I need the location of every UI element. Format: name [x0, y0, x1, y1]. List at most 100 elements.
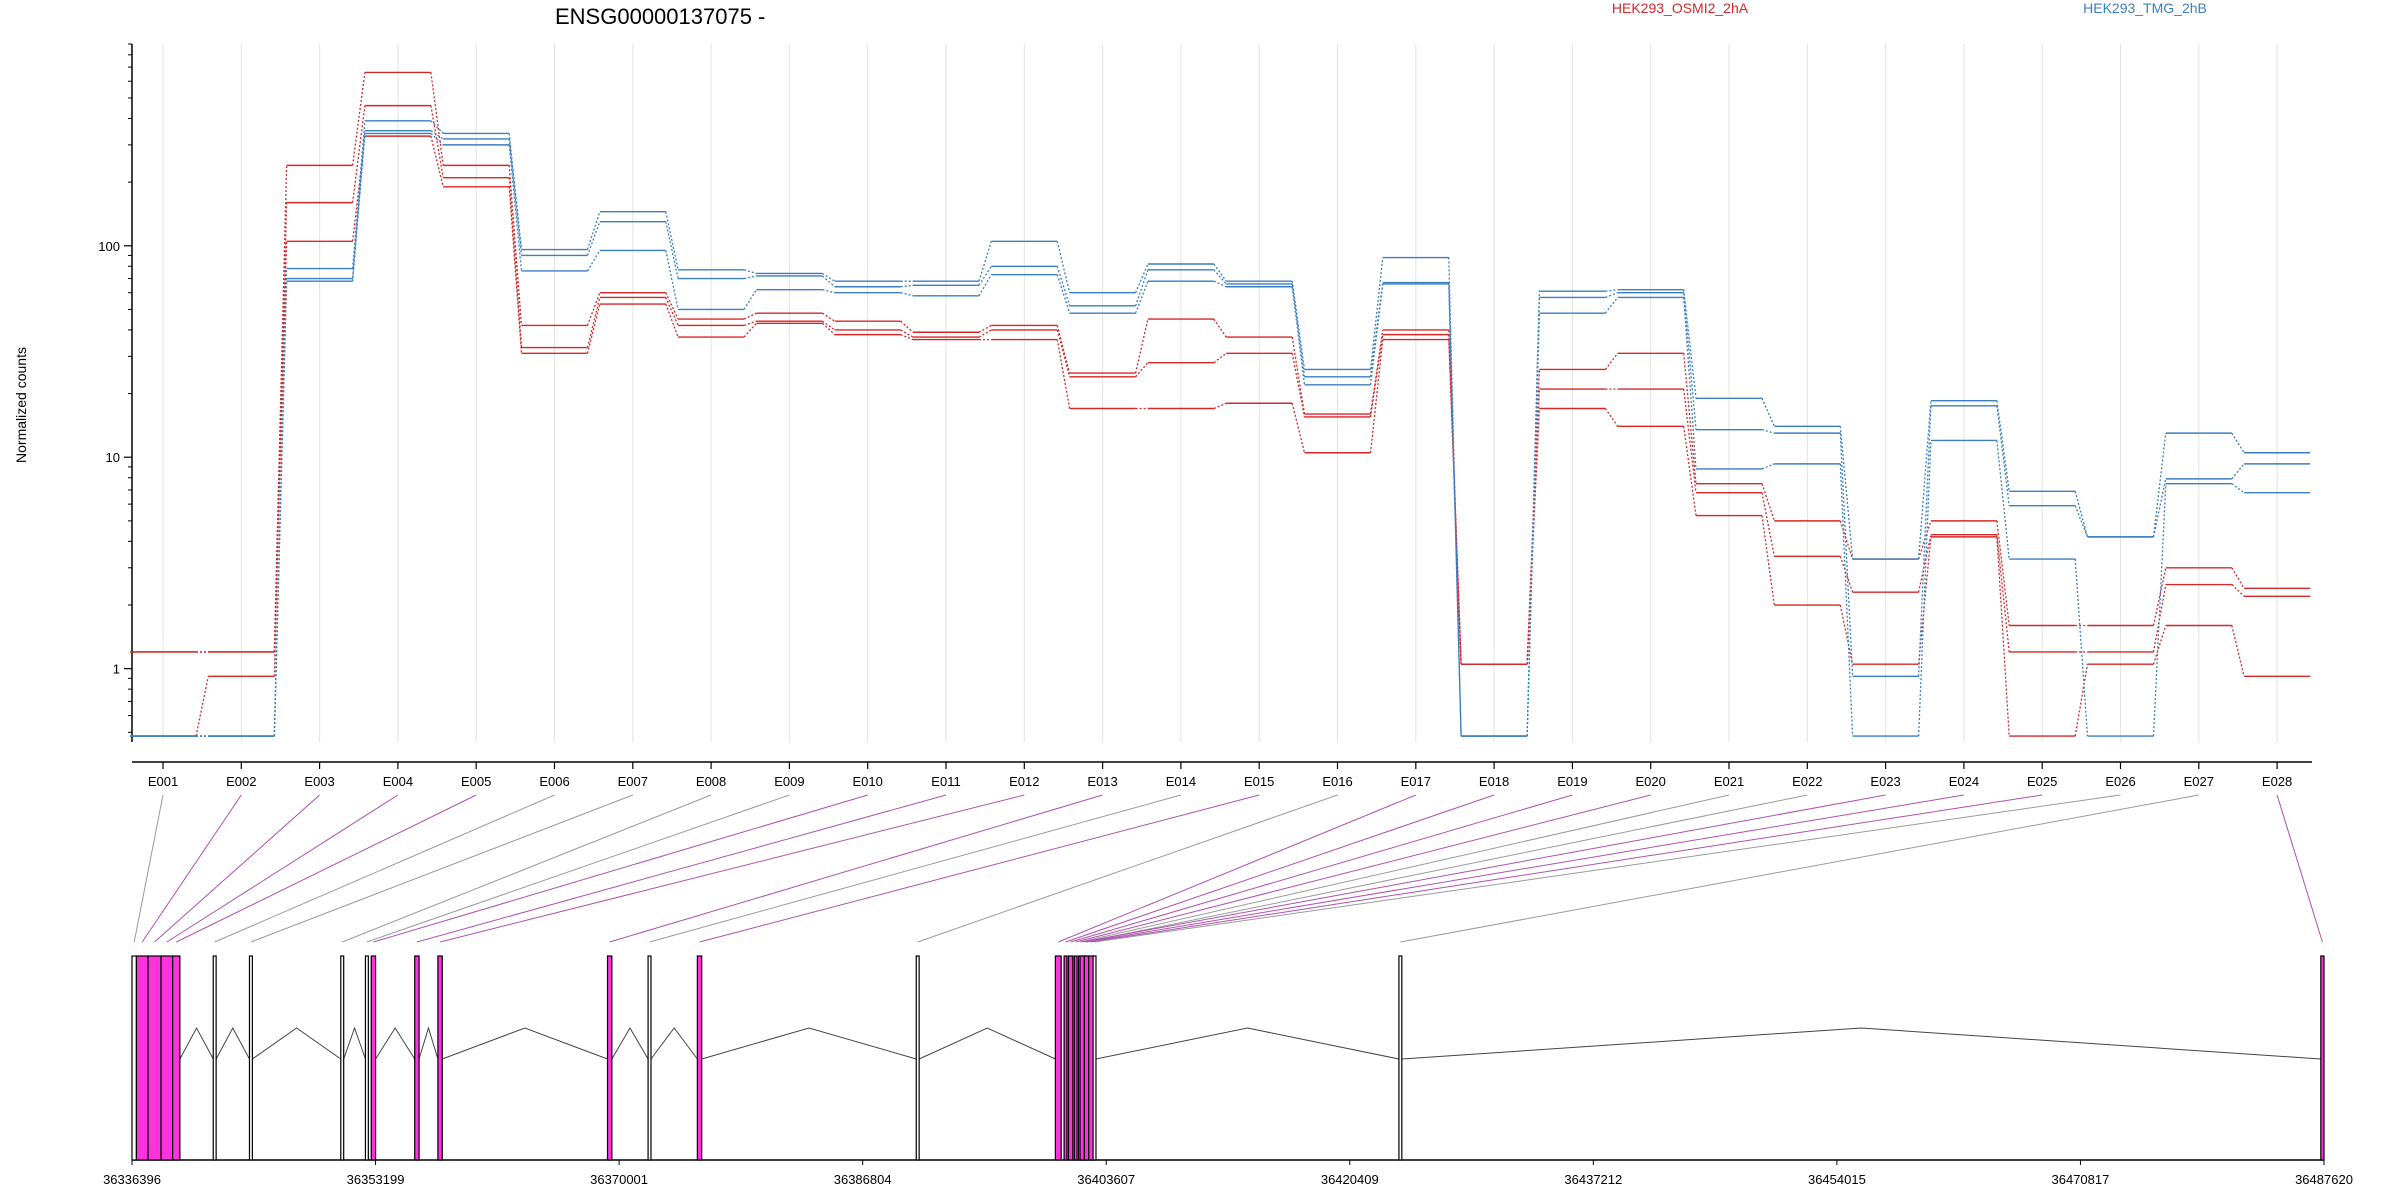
x-tick-label: E027 [2184, 774, 2214, 789]
series-transition [900, 292, 914, 297]
series-transition [2074, 505, 2089, 538]
series-transition [1761, 515, 1775, 606]
series-transition [743, 322, 757, 338]
series-transition [1683, 426, 1697, 516]
series-transition [1996, 520, 2010, 626]
series-transition [586, 221, 601, 256]
series-transition [1996, 400, 2010, 492]
legend-entry: HEK293_TMG_2hB [2083, 0, 2207, 16]
series-transition [978, 241, 992, 282]
series-transition [1683, 389, 1697, 493]
intron-line [918, 1027, 1056, 1060]
series-transition [1213, 269, 1227, 285]
exon-connector [699, 794, 1260, 943]
series-transition [1213, 318, 1227, 338]
x-tick-label: E024 [1949, 774, 1979, 789]
series-transition [2231, 432, 2245, 454]
series-transition [1135, 362, 1149, 378]
coordinate-label: 36403607 [1077, 1172, 1135, 1187]
intron-line [418, 1026, 439, 1060]
x-tick-label: E012 [1009, 774, 1039, 789]
series-transition [273, 241, 288, 652]
x-tick-label: E022 [1792, 774, 1822, 789]
intron-line [252, 1027, 342, 1060]
exon-block [606, 955, 613, 1161]
exon-connector [166, 794, 399, 943]
series-transition [1291, 286, 1306, 385]
series-transition [430, 132, 444, 146]
legend: HEK293_OSMI2_2hA HEK293_TMG_2hB [1612, 0, 2207, 16]
series-transition [821, 322, 836, 336]
exon-block [1092, 955, 1097, 1161]
series-line [130, 104, 2311, 737]
series-transition [2231, 584, 2245, 597]
exon-block [147, 955, 162, 1161]
exon-block [172, 955, 181, 1161]
exon-block [1083, 955, 1090, 1161]
exon-connector [1085, 794, 1808, 943]
series-transition [900, 329, 914, 338]
x-tick-label: E017 [1401, 774, 1431, 789]
series-transition [1291, 281, 1306, 370]
exon-connector [2276, 794, 2323, 943]
series-transition [822, 272, 836, 282]
x-tick-label: E028 [2262, 774, 2292, 789]
series-transition [665, 303, 679, 338]
intron-line [611, 1027, 649, 1060]
x-tick-label: E002 [226, 774, 256, 789]
series-transition [508, 138, 523, 256]
series-transition [430, 105, 444, 178]
exon-block [248, 955, 253, 1161]
series-transition [900, 320, 914, 333]
intron-line [701, 1027, 917, 1060]
exon-connector [917, 794, 1338, 943]
series-transition [1917, 440, 1932, 737]
series-transition [1526, 291, 1541, 737]
series-transition [1761, 429, 1775, 434]
exon-connector [439, 794, 1025, 943]
exon-connector [373, 794, 868, 943]
series-transition [978, 274, 992, 297]
x-tick-label: E009 [774, 774, 804, 789]
exon-block [696, 955, 703, 1161]
exon-connector [1082, 794, 1886, 943]
series-transition [508, 165, 523, 326]
exon-block [1088, 955, 1094, 1161]
x-tick-label: E018 [1479, 774, 1509, 789]
series-transition [586, 250, 601, 272]
coordinate-label: 36437212 [1564, 1172, 1622, 1187]
x-tick-label: E010 [853, 774, 883, 789]
x-tick-label: E026 [2105, 774, 2135, 789]
x-tick-label: E020 [1636, 774, 1666, 789]
series-transition [430, 130, 444, 140]
intron-line [375, 1027, 416, 1060]
series-transition [1604, 352, 1619, 370]
y-tick-label: 10 [106, 450, 120, 465]
exon-connector [1058, 794, 1416, 943]
series-transition [2231, 625, 2245, 677]
exon-connector [141, 794, 242, 943]
series-transition [822, 312, 836, 322]
x-tick-label: E016 [1322, 774, 1352, 789]
intron-line [179, 1026, 214, 1060]
series-transition [2152, 567, 2167, 626]
series-transition [351, 133, 366, 282]
exon-connector [250, 794, 633, 943]
series-line [130, 135, 2311, 737]
series-transition [1369, 283, 1384, 385]
series-transition [1605, 292, 1618, 299]
series-line [130, 71, 2311, 665]
y-tick-label: 1 [113, 662, 120, 677]
series-transition [1604, 408, 1619, 427]
exon-block [160, 955, 174, 1161]
x-tick-label: E023 [1870, 774, 1900, 789]
coordinate-label: 36353199 [347, 1172, 405, 1187]
series-transition [1134, 280, 1149, 314]
exon-block [1079, 955, 1085, 1161]
series-transition [1448, 283, 1462, 737]
legend-entry: HEK293_OSMI2_2hA [1612, 0, 1749, 16]
series-transition [665, 221, 679, 279]
series-transition [1917, 405, 1932, 677]
coordinate-label: 36454015 [1808, 1172, 1866, 1187]
